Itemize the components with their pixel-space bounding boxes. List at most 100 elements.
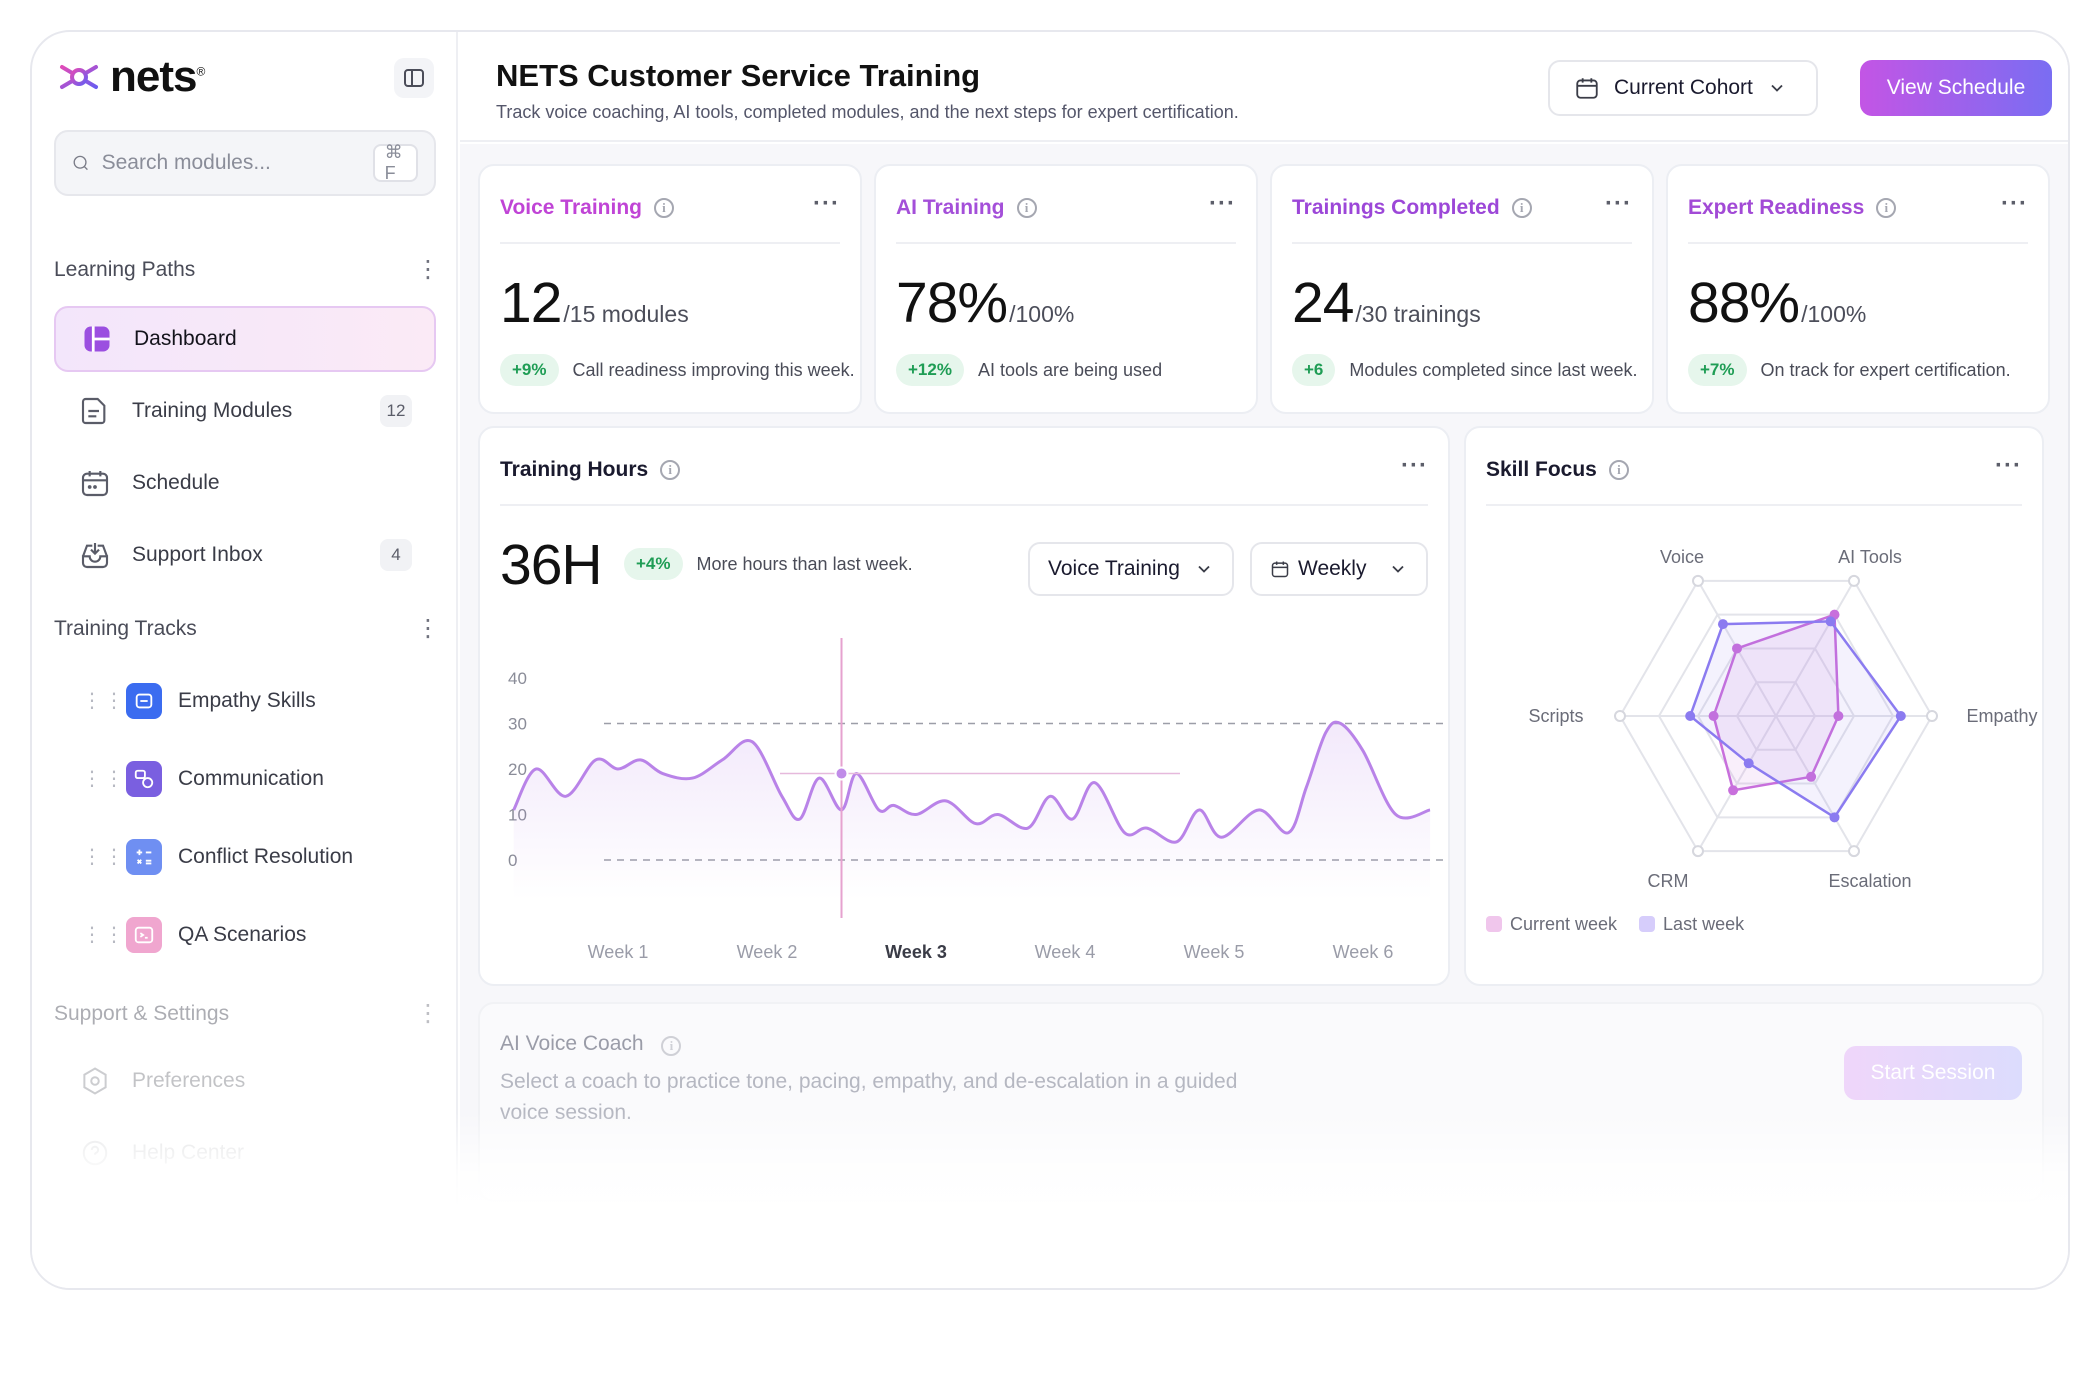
cohort-dropdown[interactable]: Current Cohort bbox=[1548, 60, 1818, 116]
track-filter-dropdown[interactable]: Voice Training bbox=[1028, 542, 1234, 596]
stat-footer: +7% On track for expert certification. bbox=[1688, 354, 2011, 386]
stat-note: AI tools are being used bbox=[977, 359, 1163, 380]
more-horizontal-icon[interactable]: ··· bbox=[1209, 190, 1236, 217]
coach-description: Select a coach to practice tone, pacing,… bbox=[500, 1070, 1238, 1124]
drag-handle-icon[interactable]: ⋮⋮ bbox=[82, 924, 126, 946]
more-horizontal-icon[interactable]: ··· bbox=[813, 190, 840, 217]
sidebar-toggle-button[interactable] bbox=[394, 58, 434, 98]
dashboard-icon bbox=[80, 322, 114, 356]
search-input[interactable] bbox=[101, 151, 373, 175]
radar-axis-node bbox=[1848, 845, 1860, 858]
drag-handle-icon[interactable]: ⋮⋮ bbox=[82, 768, 126, 790]
radar-point bbox=[1685, 711, 1696, 721]
stat-label: Trainings Completed bbox=[1292, 196, 1500, 219]
nav-support-inbox[interactable]: Support Inbox 4 bbox=[54, 522, 436, 588]
nav-preferences[interactable]: Preferences bbox=[54, 1048, 436, 1114]
card-header: Training Hours i ··· bbox=[500, 452, 1428, 506]
radar-axis-label: Escalation bbox=[1828, 871, 1911, 891]
track-qa-scenarios[interactable]: ⋮⋮ QA Scenarios bbox=[82, 907, 306, 963]
communication-icon bbox=[126, 761, 162, 797]
more-vertical-icon[interactable]: ⋮ bbox=[416, 1000, 440, 1027]
info-icon[interactable]: i bbox=[1016, 198, 1037, 218]
info-icon[interactable]: i bbox=[1876, 198, 1897, 218]
more-horizontal-icon[interactable]: ··· bbox=[1401, 452, 1428, 479]
help-icon bbox=[78, 1136, 112, 1170]
radar-point bbox=[1895, 711, 1906, 721]
stat-value: 12 /15 modules bbox=[500, 270, 689, 336]
calendar-icon bbox=[1576, 78, 1598, 99]
legend-item-current-week[interactable]: Current week bbox=[1486, 914, 1617, 935]
more-vertical-icon[interactable]: ⋮ bbox=[416, 615, 440, 642]
chevron-down-icon bbox=[1771, 84, 1783, 92]
stat-label: Voice Training bbox=[500, 196, 642, 219]
period-dropdown[interactable]: Weekly bbox=[1250, 542, 1428, 596]
nav-label: Support Inbox bbox=[132, 543, 263, 566]
drag-handle-icon[interactable]: ⋮⋮ bbox=[82, 690, 126, 712]
page-title: NETS Customer Service Training bbox=[496, 58, 981, 93]
radar-axis-line bbox=[1775, 715, 1855, 852]
more-vertical-icon[interactable]: ⋮ bbox=[416, 256, 440, 283]
brand-logo[interactable]: nets® bbox=[56, 52, 205, 102]
radar-point bbox=[1829, 812, 1840, 823]
x-tick-label: Week 6 bbox=[1333, 942, 1394, 962]
more-horizontal-icon[interactable]: ··· bbox=[1995, 452, 2022, 479]
stat-value: 78% /100% bbox=[896, 270, 1074, 336]
count-badge: 4 bbox=[380, 539, 412, 571]
radar-axis-label: Voice bbox=[1660, 547, 1704, 567]
start-session-button[interactable]: Start Session bbox=[1844, 1046, 2022, 1100]
y-tick-label: 0 bbox=[508, 851, 517, 870]
nav-label: Schedule bbox=[132, 471, 220, 494]
y-tick-label: 20 bbox=[508, 760, 527, 779]
section-title: Training Tracks bbox=[54, 617, 197, 640]
count-badge: 12 bbox=[380, 395, 412, 427]
info-icon[interactable]: i bbox=[660, 460, 681, 480]
page-subtitle: Track voice coaching, AI tools, complete… bbox=[496, 102, 1239, 122]
sidebar: nets® ⌘ F Learning Paths ⋮ Dashboard Tra… bbox=[32, 32, 458, 1288]
stat-number: 78% bbox=[896, 271, 1008, 335]
track-communication[interactable]: ⋮⋮ Communication bbox=[82, 751, 324, 807]
nav-label: Preferences bbox=[132, 1069, 246, 1092]
info-icon[interactable]: i bbox=[653, 198, 674, 218]
data-point-marker bbox=[834, 766, 849, 781]
nav-training-modules[interactable]: Training Modules 12 bbox=[54, 378, 436, 444]
nav-help-center[interactable]: Help Center bbox=[54, 1120, 436, 1186]
radar-point bbox=[1732, 643, 1742, 654]
search-box[interactable]: ⌘ F bbox=[54, 130, 436, 196]
radar-axis-node bbox=[1692, 845, 1704, 858]
stat-header: Trainings Completed i ··· bbox=[1292, 190, 1632, 244]
legend-item-last-week[interactable]: Last week bbox=[1639, 914, 1744, 935]
stat-unit: /100% bbox=[1009, 301, 1075, 327]
delta-badge: +12% bbox=[896, 354, 964, 386]
radar-point bbox=[1708, 711, 1719, 721]
sidebar-collapse-icon bbox=[404, 69, 424, 87]
info-icon[interactable]: i bbox=[661, 1036, 682, 1056]
nav-dashboard[interactable]: Dashboard bbox=[54, 306, 436, 372]
more-horizontal-icon[interactable]: ··· bbox=[1605, 190, 1632, 217]
learning-paths-header: Learning Paths ⋮ bbox=[54, 256, 440, 283]
radar-axis-label: AI Tools bbox=[1838, 547, 1902, 567]
track-conflict-resolution[interactable]: ⋮⋮ Conflict Resolution bbox=[82, 829, 353, 885]
stat-header: Expert Readiness i ··· bbox=[1688, 190, 2028, 244]
stat-number: 12 bbox=[500, 271, 562, 335]
x-tick-label: Week 5 bbox=[1184, 942, 1245, 962]
drag-handle-icon[interactable]: ⋮⋮ bbox=[82, 846, 126, 868]
view-schedule-button[interactable]: View Schedule bbox=[1860, 60, 2052, 116]
hours-note: More hours than last week. bbox=[696, 553, 913, 574]
dropdown-value: Weekly bbox=[1298, 557, 1367, 580]
track-empathy-skills[interactable]: ⋮⋮ Empathy Skills bbox=[82, 673, 316, 729]
document-icon bbox=[78, 394, 112, 428]
nav-schedule[interactable]: Schedule bbox=[54, 450, 436, 516]
radar-point bbox=[1833, 711, 1844, 721]
more-horizontal-icon[interactable]: ··· bbox=[2001, 190, 2028, 217]
terminal-icon bbox=[126, 917, 162, 953]
info-icon[interactable]: i bbox=[1511, 198, 1532, 218]
stat-note: On track for expert certification. bbox=[1760, 359, 2011, 380]
card-header: Skill Focus i ··· bbox=[1486, 452, 2022, 506]
info-icon[interactable]: i bbox=[1608, 460, 1629, 480]
hours-footer: +4% More hours than last week. bbox=[624, 548, 913, 580]
stat-note: Call readiness improving this week. bbox=[572, 359, 855, 380]
skill-focus-radar-chart[interactable]: Voice AI Tools Empathy Escalation CRM Scripts bbox=[1466, 508, 2042, 908]
section-title: Support & Settings bbox=[54, 1002, 230, 1025]
radar-legend: Current week Last week bbox=[1486, 914, 1744, 935]
